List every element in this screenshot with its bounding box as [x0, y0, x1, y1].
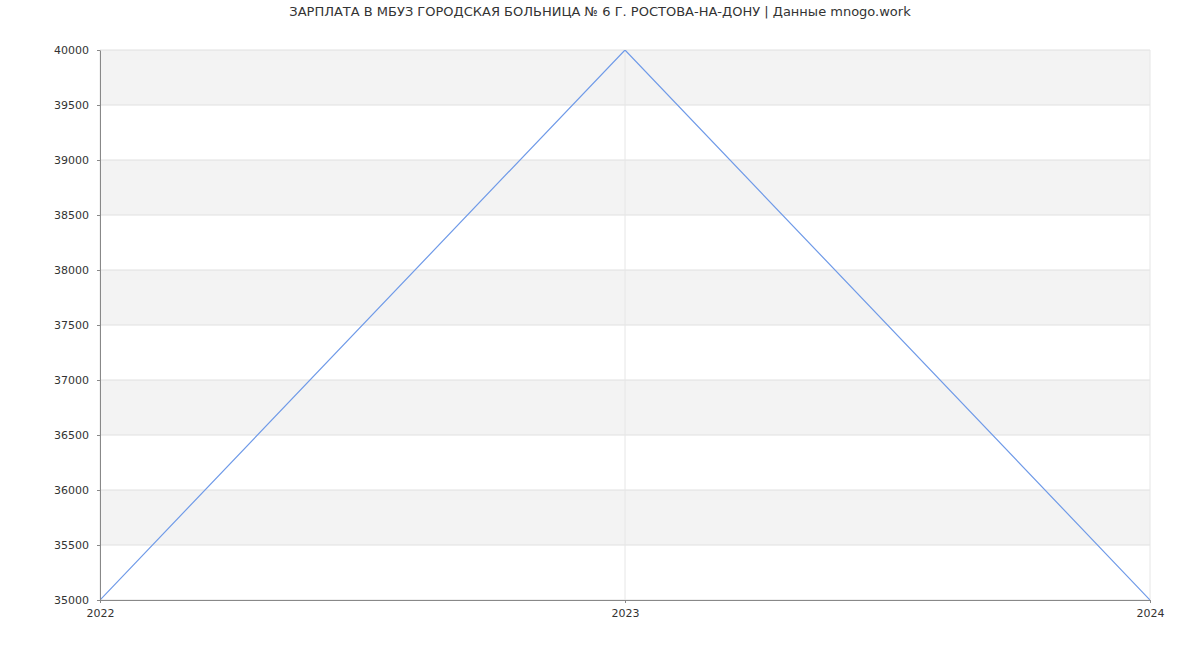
tick: 35500 [54, 539, 100, 552]
tick-mark [97, 215, 100, 216]
tick: 36000 [54, 484, 100, 497]
tick-label: 37000 [54, 374, 89, 387]
plot: 35000 35500 36000 36500 37000 37500 38000 38500… [54, 44, 1165, 620]
tick-mark [97, 545, 100, 546]
tick-mark [97, 380, 100, 381]
tick-mark [97, 435, 100, 436]
tick-label: 35500 [54, 539, 89, 552]
tick: 40000 [54, 44, 100, 57]
chart: ЗАРПЛАТА В МБУЗ ГОРОДСКАЯ БОЛЬНИЦА № 6 Г… [0, 0, 1200, 650]
tick-label: 40000 [54, 44, 89, 57]
tick: 39500 [54, 99, 100, 112]
tick-mark [97, 325, 100, 326]
tick-mark [97, 50, 100, 51]
grid-line [1150, 50, 1151, 600]
tick: 2024 [1137, 600, 1165, 620]
tick: 35000 [54, 594, 100, 607]
tick-mark [625, 600, 626, 603]
title: ЗАРПЛАТА В МБУЗ ГОРОДСКАЯ БОЛЬНИЦА № 6 Г… [289, 4, 911, 19]
tick-label: 39500 [54, 99, 89, 112]
tick-label: 38000 [54, 264, 89, 277]
grid-bands [100, 50, 1150, 600]
tick-label: 38500 [54, 209, 89, 222]
y-axis: 35000 35500 36000 36500 37000 37500 38000 38500… [54, 44, 101, 607]
tick-label: 36500 [54, 429, 89, 442]
tick-mark [97, 490, 100, 491]
tick: 38500 [54, 209, 100, 222]
tick: 37000 [54, 374, 100, 387]
tick-label: 2022 [87, 607, 115, 620]
tick: 37500 [54, 319, 100, 332]
tick: 38000 [54, 264, 100, 277]
x-axis: 2022 2023 2024 [87, 600, 1165, 620]
tick-mark [1150, 600, 1151, 603]
tick-mark [97, 600, 100, 601]
tick-mark [97, 270, 100, 271]
tick-mark [97, 105, 100, 106]
line [100, 50, 1150, 600]
tick: 2022 [87, 600, 115, 620]
tick-mark [100, 600, 101, 603]
tick-label: 37500 [54, 319, 89, 332]
axis-line [100, 51, 101, 601]
tick-label: 2023 [612, 607, 640, 620]
tick-label: 35000 [54, 594, 89, 607]
tick: 39000 [54, 154, 100, 167]
tick-mark [97, 160, 100, 161]
tick: 36500 [54, 429, 100, 442]
series [100, 50, 1150, 600]
tick-label: 2024 [1137, 607, 1165, 620]
grid-line [625, 50, 626, 600]
tick-label: 39000 [54, 154, 89, 167]
tick-label: 36000 [54, 484, 89, 497]
tick: 2023 [612, 600, 640, 620]
grid [100, 50, 1150, 600]
